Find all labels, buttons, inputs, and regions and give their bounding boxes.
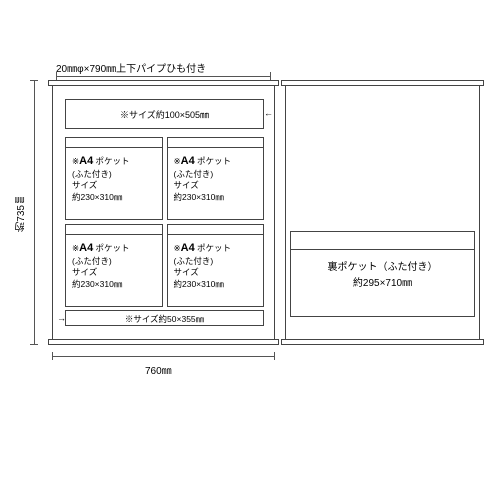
bottom-pocket-size: ※サイズ約50×355㎜ [66,311,263,327]
pocket-flap [168,225,264,235]
front-panel: ※サイズ約100×505㎜ ← ※A4 ポケット (ふた付き) サイズ 約230… [52,80,275,345]
dim-height-label: 約735㎜ [14,195,29,232]
back-pocket: 裏ポケット（ふた付き） 約295×710㎜ [290,231,475,317]
insert-arrow-icon: ← [264,108,273,118]
bottom-narrow-pocket: → ※サイズ約50×355㎜ [65,310,264,326]
a4-pocket-3: ※A4 ポケット (ふた付き) サイズ 約230×310㎜ [65,224,163,307]
back-pocket-flap [291,232,474,250]
pipe-bottom [48,339,279,345]
pocket-flap [66,225,162,235]
pocket-flap [168,138,264,148]
dim-height [30,80,38,345]
pipe-top [48,80,279,86]
pipe-top [281,80,484,86]
pocket-flap [66,138,162,148]
a4-pocket-4: ※A4 ポケット (ふた付き) サイズ 約230×310㎜ [167,224,265,307]
back-pocket-title: 裏ポケット（ふた付き） [291,260,474,276]
dim-width-pipe [56,72,271,80]
pipe-bottom [281,339,484,345]
insert-arrow-icon: → [57,313,66,323]
back-panel: 裏ポケット（ふた付き） 約295×710㎜ [285,80,480,345]
a4-pocket-1: ※A4 ポケット (ふた付き) サイズ 約230×310㎜ [65,137,163,220]
back-pocket-size: 約295×710㎜ [291,276,474,292]
top-pocket-size: ※サイズ約100×505㎜ [66,100,263,130]
a4-pocket-grid: ※A4 ポケット (ふた付き) サイズ 約230×310㎜ ※A4 ポケット (… [65,137,264,307]
dim-width [52,352,275,360]
top-wide-pocket: ※サイズ約100×505㎜ ← [65,99,264,129]
a4-pocket-2: ※A4 ポケット (ふた付き) サイズ 約230×310㎜ [167,137,265,220]
dim-width-label: 760㎜ [145,362,172,377]
